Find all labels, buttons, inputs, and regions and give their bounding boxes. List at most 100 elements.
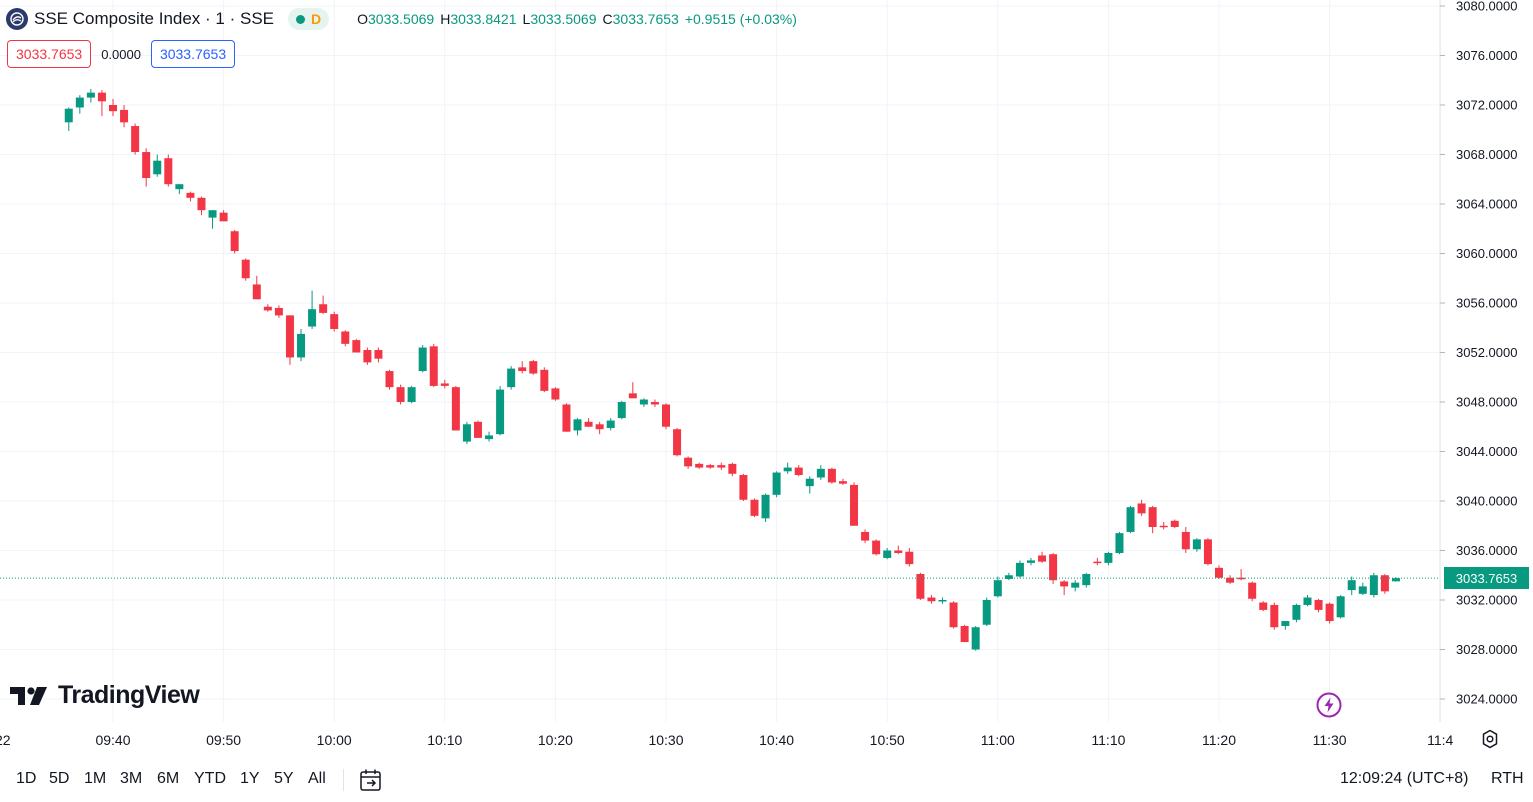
gear-icon[interactable] (1480, 729, 1500, 749)
timeframe-3m-button[interactable]: 3M (120, 770, 143, 787)
timeframe-5d-button[interactable]: 5D (49, 770, 70, 787)
candle (352, 338, 361, 353)
candle-body (297, 333, 306, 358)
candle-body (142, 152, 151, 179)
candle-body (894, 550, 903, 553)
timeframe-all-button[interactable]: All (308, 770, 326, 787)
candle (507, 366, 516, 390)
candle-body (827, 468, 836, 483)
candle-body (186, 192, 195, 198)
candle-body (540, 369, 549, 391)
candle (1248, 581, 1257, 602)
candle (1026, 557, 1035, 566)
timeframe-6m-button[interactable]: 6M (157, 770, 180, 787)
candle-body (529, 361, 538, 374)
candle (695, 462, 704, 469)
candle-body (396, 387, 405, 402)
session-toggle[interactable]: RTH (1491, 770, 1524, 787)
date-range-icon[interactable] (358, 767, 384, 793)
candle (595, 421, 604, 435)
candle-body (1358, 586, 1367, 594)
price-tick-label: 3080.0000 (1456, 0, 1517, 14)
clock-timezone[interactable]: 12:09:24 (UTC+8) (1340, 770, 1469, 787)
price-tick-label: 3068.0000 (1456, 147, 1517, 162)
grid-lines (0, 0, 1441, 722)
candle-body (794, 467, 803, 476)
candle-body (1015, 562, 1024, 577)
tradingview-logo-icon (10, 686, 47, 705)
candle-body (816, 468, 825, 478)
candle-body (308, 309, 317, 327)
open-value: 3033.5069 (368, 11, 435, 27)
candlestick-chart[interactable]: 3024.0000 3028.0000 3032.0000 3036.0000 3040… (0, 0, 1533, 756)
candle (120, 105, 129, 128)
candle (982, 597, 991, 626)
candle-body (64, 108, 73, 123)
candle-body (341, 331, 350, 344)
symbol-title[interactable]: SSE Composite Index · 1 · SSE (34, 9, 274, 28)
close-label: C (602, 11, 613, 27)
candle (706, 463, 715, 469)
candle-body (1148, 507, 1157, 527)
candle-body (1137, 503, 1146, 514)
candle (1015, 560, 1024, 578)
candle (1203, 538, 1212, 566)
candle-body (75, 97, 84, 108)
candle (960, 624, 969, 643)
candle (894, 545, 903, 555)
timeframe-ytd-button[interactable]: YTD (194, 770, 226, 787)
candle (938, 597, 947, 604)
candle-body (905, 551, 914, 565)
sse-logo-icon[interactable] (6, 8, 28, 30)
candle (916, 572, 925, 600)
tradingview-logo[interactable]: TradingView (10, 681, 200, 710)
timeframe-1d-button[interactable]: 1D (16, 770, 37, 787)
price-tick-label: 3024.0000 (1456, 692, 1517, 707)
candle-body (562, 404, 571, 432)
candle (639, 398, 648, 407)
candle-body (551, 388, 560, 400)
buy-price-button[interactable]: 3033.7653 (150, 40, 236, 68)
open-label: O (357, 11, 369, 27)
candle-body (1215, 567, 1223, 578)
market-status-badge[interactable]: D (288, 8, 330, 30)
candle-body (1093, 561, 1102, 564)
price-axis[interactable]: 3024.0000 3028.0000 3032.0000 3036.0000 3040… (1440, 0, 1517, 707)
candle-body (949, 602, 958, 628)
price-tick-label: 3056.0000 (1456, 296, 1517, 311)
high-label: H (440, 11, 451, 27)
candle (1082, 572, 1091, 588)
candle (1358, 582, 1367, 596)
candle (673, 427, 682, 457)
tradingview-logo-text: TradingView (58, 681, 200, 709)
candle-body (1126, 507, 1135, 532)
high-value: 3033.8421 (450, 11, 517, 27)
timeframe-1m-button[interactable]: 1M (84, 770, 107, 787)
candle (1038, 551, 1047, 563)
bottom-toolbar: 1D 5D 1M 3M 6M YTD 1Y 5Y All 12:09:24 (U… (0, 756, 1533, 802)
sell-price-button[interactable]: 3033.7653 (7, 40, 92, 68)
symbol-legend: SSE Composite Index · 1 · SSE D O3033.50… (6, 6, 797, 32)
timeframe-5y-button[interactable]: 5Y (274, 770, 294, 787)
candle-body (1104, 552, 1113, 563)
candle-body (153, 160, 162, 175)
candle-body (1380, 575, 1389, 592)
low-label: L (522, 11, 531, 27)
candle-body (662, 404, 670, 427)
candle-body (1391, 578, 1400, 582)
candle (905, 548, 914, 567)
candle-body (1292, 604, 1301, 620)
candle-body (739, 475, 748, 500)
time-axis[interactable]: 09:40 09:50 10:00 10:10 10:20 10:30 10:40 10:50… (0, 732, 1454, 748)
candle (219, 210, 228, 222)
candle (429, 343, 438, 388)
time-tick-label: 10:20 (538, 732, 573, 748)
candle-body (728, 463, 737, 474)
candle-body (241, 259, 250, 279)
lightning-icon[interactable] (1316, 692, 1342, 718)
time-tick-label: 09:50 (206, 732, 241, 748)
candle (1314, 598, 1323, 613)
candle-body (595, 424, 604, 430)
candle-body (927, 597, 936, 602)
timeframe-1y-button[interactable]: 1Y (240, 770, 260, 787)
